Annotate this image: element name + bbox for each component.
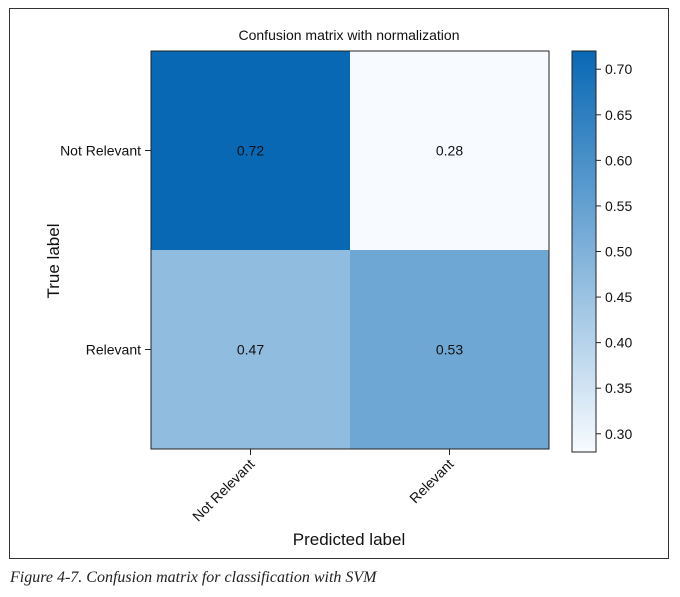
heatmap-cell-1-1	[350, 250, 549, 449]
colorbar-tick-label: 0.60	[605, 152, 632, 168]
colorbar-tick-label: 0.50	[605, 244, 632, 260]
colorbar-tick-label: 0.35	[605, 380, 632, 396]
colorbar-tick-label: 0.65	[605, 107, 632, 123]
cell-value-label: 0.47	[237, 342, 264, 358]
colorbar: 0.70 0.65 0.60 0.55 0.50 0.45 0.40 0.35 0.30	[571, 50, 632, 453]
heatmap-cell-0-0	[151, 51, 350, 250]
colorbar-tick-label: 0.30	[605, 426, 632, 442]
colorbar-tick-label: 0.55	[605, 198, 632, 214]
x-axis-label: Predicted label	[293, 530, 405, 549]
confusion-matrix-chart: Confusion matrix with normalization 0.72…	[44, 27, 632, 549]
x-tick-label: Not Relevant	[189, 456, 258, 525]
chart-title: Confusion matrix with normalization	[239, 27, 460, 43]
heatmap-border	[150, 50, 550, 450]
colorbar-gradient	[571, 50, 597, 453]
cell-value-label: 0.72	[237, 143, 264, 159]
figure-caption: Figure 4-7. Confusion matrix for classif…	[10, 569, 377, 586]
heatmap-cells: 0.72 0.28 0.47 0.53	[151, 51, 549, 449]
heatmap-cell-0-1	[350, 51, 549, 250]
y-axis-label: True label	[44, 224, 63, 299]
y-tick-label: Not Relevant	[60, 143, 141, 159]
colorbar-tick-label: 0.40	[605, 335, 632, 351]
heatmap-cell-1-0	[151, 250, 350, 449]
x-tick-label: Relevant	[406, 456, 456, 506]
figure-frame: Confusion matrix with normalization 0.72…	[9, 8, 669, 559]
cell-value-label: 0.53	[436, 342, 463, 358]
cell-value-label: 0.28	[436, 143, 463, 159]
colorbar-tick-label: 0.70	[605, 61, 632, 77]
colorbar-tick-label: 0.45	[605, 289, 632, 305]
y-tick-label: Relevant	[86, 342, 141, 358]
